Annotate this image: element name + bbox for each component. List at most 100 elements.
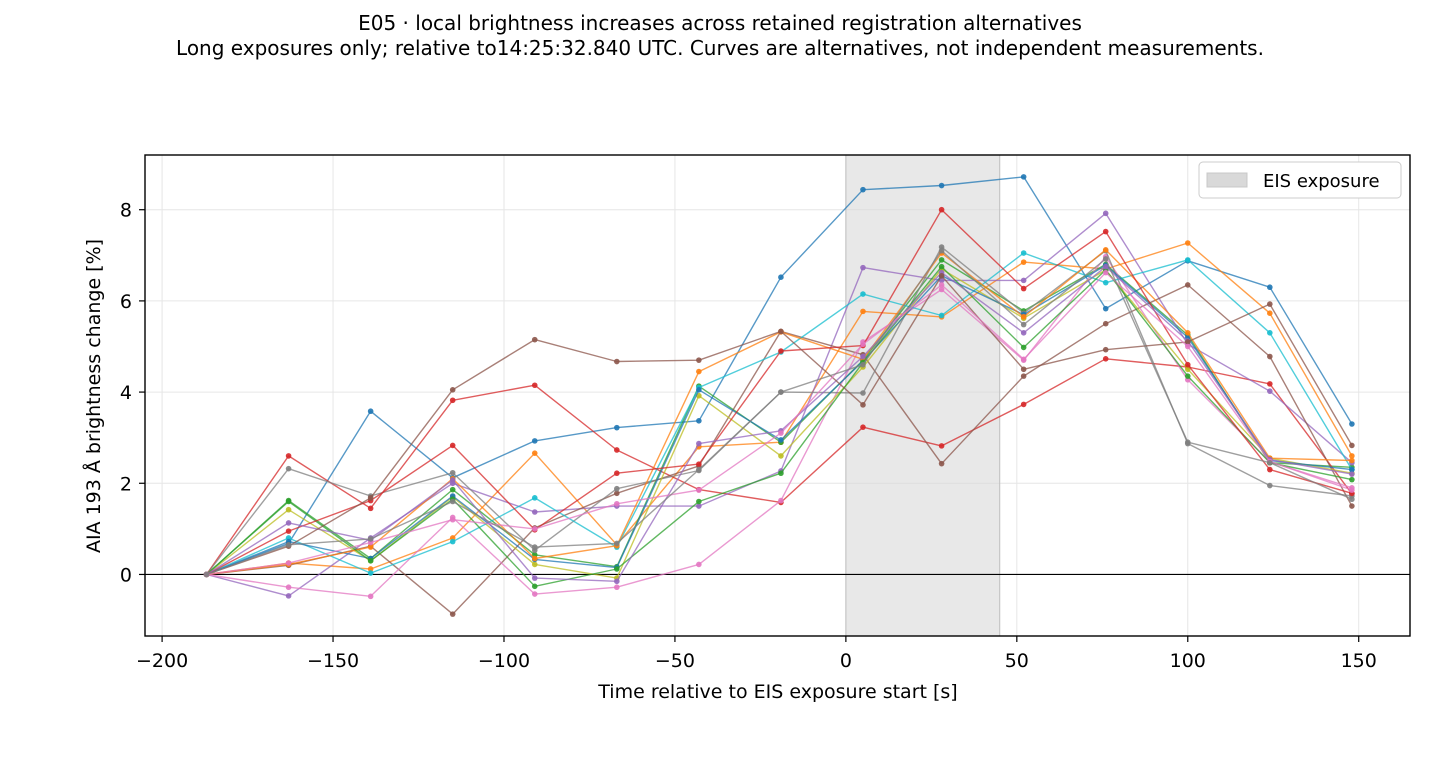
data-point [449, 387, 456, 393]
series-line [206, 212, 1353, 597]
data-point [1102, 346, 1109, 353]
data-point [614, 470, 620, 477]
y-tick-label: 4 [120, 382, 132, 404]
data-point [1267, 482, 1273, 489]
legend-label-eis-exposure: EIS exposure [1263, 171, 1380, 192]
series-16 [203, 273, 1355, 578]
data-point [367, 557, 374, 564]
data-point [614, 485, 620, 492]
series-8 [203, 244, 1355, 578]
data-point [1102, 256, 1109, 262]
data-point [285, 453, 292, 459]
data-point [938, 206, 945, 213]
data-point [531, 575, 538, 581]
data-point [1020, 401, 1027, 408]
data-point [1020, 259, 1027, 265]
data-point [449, 611, 456, 617]
series-2 [203, 240, 1355, 578]
y-tick-label: 6 [120, 291, 132, 313]
series-line [206, 264, 1352, 576]
data-point [531, 495, 538, 501]
data-point [860, 291, 866, 297]
data-point [696, 357, 702, 363]
data-point [1020, 250, 1027, 256]
data-point [531, 544, 538, 550]
data-point [778, 470, 784, 477]
series-group [203, 174, 1355, 617]
series-12 [203, 247, 1355, 578]
data-point [1267, 381, 1273, 387]
data-point [285, 520, 292, 526]
data-point [1267, 310, 1273, 317]
data-point [860, 353, 866, 360]
data-point [778, 348, 784, 354]
data-point [1184, 257, 1191, 263]
data-point [285, 560, 292, 566]
x-tick-label: 150 [1341, 650, 1377, 672]
data-point [449, 486, 456, 493]
data-point [449, 516, 456, 523]
data-point [1349, 457, 1355, 464]
series-line [206, 249, 1352, 576]
series-10 [203, 250, 1355, 578]
data-point [1020, 356, 1027, 363]
data-point [531, 382, 538, 389]
series-3 [203, 257, 1355, 578]
data-point [1184, 366, 1191, 373]
data-point [1102, 210, 1109, 217]
data-point [285, 506, 292, 513]
data-point [531, 526, 538, 532]
x-tick-label: −150 [307, 650, 359, 672]
data-point [367, 593, 374, 600]
data-point [1349, 421, 1355, 427]
data-point [1349, 476, 1355, 483]
data-point [1102, 269, 1109, 276]
data-point [285, 542, 292, 548]
legend: EIS exposure [1198, 161, 1402, 199]
data-point [531, 591, 538, 597]
chart-title: E05 · local brightness increases across … [358, 11, 1082, 35]
x-axis: −200 −150 −100 −50 0 50 100 150 [136, 636, 1377, 672]
chart-subtitle: Long exposures only; relative to14:25:32… [176, 36, 1264, 60]
data-point [1349, 442, 1355, 449]
data-point [367, 570, 374, 576]
data-point [938, 443, 945, 449]
data-point [778, 453, 784, 459]
data-point [1349, 453, 1355, 459]
data-point [1184, 282, 1191, 288]
data-point [938, 273, 945, 279]
data-point [1267, 301, 1273, 307]
x-tick-label: −50 [655, 650, 695, 672]
data-point [696, 503, 702, 509]
data-point [614, 578, 620, 585]
data-point [1349, 471, 1355, 477]
data-point [614, 500, 620, 507]
data-point [285, 593, 292, 599]
data-point [860, 390, 866, 396]
y-axis: 0 2 4 6 8 [120, 200, 145, 586]
data-point [1267, 284, 1273, 291]
series-line [205, 246, 1352, 575]
data-point [696, 461, 702, 467]
x-tick-label: 100 [1170, 650, 1206, 672]
series-1 [203, 174, 1355, 578]
x-tick-label: −100 [478, 650, 530, 672]
data-point [449, 469, 456, 476]
data-point [367, 408, 374, 415]
data-point [1020, 330, 1027, 336]
data-point [614, 584, 620, 591]
data-point [938, 247, 945, 254]
data-point [1102, 320, 1109, 327]
data-point [367, 495, 374, 501]
series-7 [203, 253, 1355, 600]
data-point [367, 536, 374, 542]
data-point [203, 571, 210, 578]
data-point [860, 186, 866, 193]
data-point [938, 182, 945, 189]
data-point [860, 361, 866, 368]
series-17 [203, 269, 1355, 578]
data-point [938, 263, 945, 270]
data-point [531, 336, 538, 343]
data-point [449, 477, 456, 483]
data-point [1267, 330, 1273, 336]
